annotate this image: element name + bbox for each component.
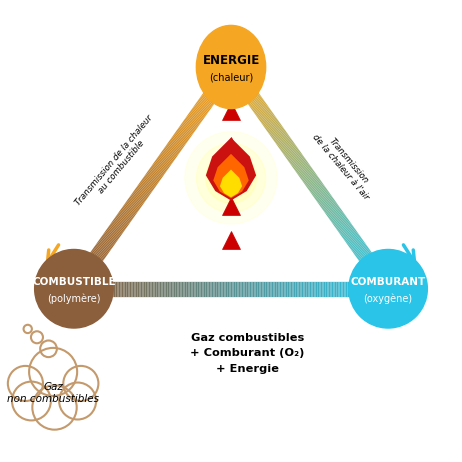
Circle shape — [8, 366, 43, 401]
Circle shape — [29, 348, 77, 396]
Text: COMBURANT: COMBURANT — [351, 277, 426, 287]
Circle shape — [63, 366, 98, 401]
PathPatch shape — [206, 138, 256, 201]
Circle shape — [213, 160, 249, 195]
Text: (chaleur): (chaleur) — [209, 72, 253, 82]
Circle shape — [40, 340, 57, 357]
Circle shape — [59, 383, 96, 419]
Circle shape — [185, 132, 277, 224]
Text: ENERGIE: ENERGIE — [202, 54, 260, 67]
Circle shape — [196, 143, 266, 213]
Text: (polymère): (polymère) — [47, 294, 101, 304]
Text: COMBUSTIBLE: COMBUSTIBLE — [32, 277, 116, 287]
Circle shape — [32, 385, 77, 430]
Circle shape — [24, 325, 32, 333]
Circle shape — [31, 331, 43, 343]
PathPatch shape — [213, 154, 249, 198]
Ellipse shape — [196, 25, 266, 109]
Text: Gaz
non combustibles: Gaz non combustibles — [7, 382, 99, 403]
Circle shape — [12, 382, 51, 420]
Text: Gaz combustibles
+ Comburant (O₂)
+ Energie: Gaz combustibles + Comburant (O₂) + Ener… — [190, 333, 304, 374]
Ellipse shape — [35, 249, 113, 328]
Ellipse shape — [349, 249, 427, 328]
Circle shape — [206, 152, 256, 203]
PathPatch shape — [220, 170, 242, 197]
Text: Transmission de la chaleur
au combustible: Transmission de la chaleur au combustibl… — [73, 114, 162, 214]
Text: Transmission
de la chaleur à l'air: Transmission de la chaleur à l'air — [310, 126, 378, 202]
Text: (oxygène): (oxygène) — [364, 294, 413, 304]
